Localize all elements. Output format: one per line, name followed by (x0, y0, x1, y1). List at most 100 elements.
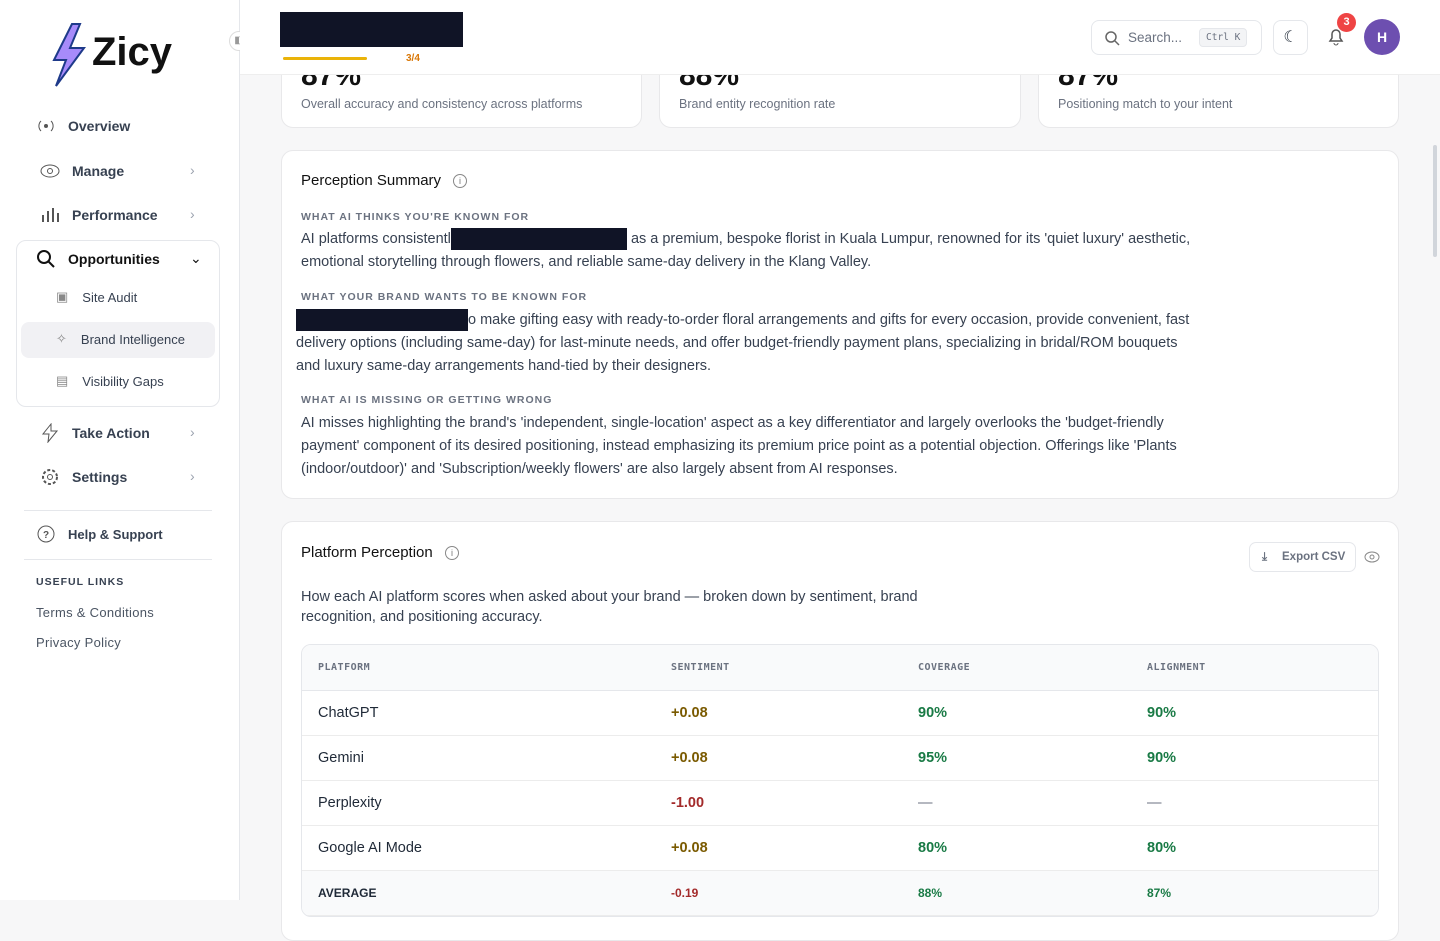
sub-label: Site Audit (82, 289, 138, 305)
avatar[interactable]: H (1364, 19, 1400, 55)
table-row: Perplexity -1.00— — (302, 780, 1378, 826)
section-text: AI platforms consistentl as a premium, b… (301, 228, 1196, 274)
section-label: WHAT AI IS MISSING OR GETTING WRONG (301, 394, 553, 406)
table-cell: 80% (902, 825, 1131, 871)
platform-perception-card: Platform Perception i ⤓ Export CSV How ea… (281, 521, 1399, 941)
help-label: Help & Support (68, 526, 163, 542)
card-title: Platform Perception (301, 544, 433, 561)
notification-bell[interactable] (1327, 27, 1345, 47)
icon: ✧ (56, 331, 67, 346)
search-icon (1105, 31, 1120, 46)
top-bar: 3/4 Search... Ctrl K ☾ 3 H (240, 0, 1440, 75)
nav-item[interactable]: Performance (40, 205, 158, 225)
nav-label: Settings (72, 469, 128, 485)
nav-group (16, 240, 220, 407)
visibility-toggle[interactable] (1364, 550, 1380, 564)
footer-link[interactable]: Terms & Conditions (36, 605, 155, 620)
export-button[interactable]: ⤓ Export CSV (1249, 542, 1356, 572)
redacted (280, 12, 463, 47)
table-cell: 88% (902, 869, 1131, 916)
sub-item[interactable]: ▣ Site Audit (56, 289, 137, 305)
icon (42, 469, 58, 485)
table-cell: +0.08 (655, 690, 902, 736)
redacted (296, 309, 468, 332)
sub-item[interactable]: ▤ Visibility Gaps (56, 373, 164, 389)
sidebar: Zicy ◧ Overview Manage › Performance › O… (0, 0, 249, 900)
table-cell: — (1131, 780, 1378, 826)
icon (38, 120, 54, 132)
table-row: Google AI Mode +0.08 80% 80% (302, 825, 1378, 871)
sub-label: Visibility Gaps (82, 373, 164, 389)
section-label: WHAT YOUR BRAND WANTS TO BE KNOWN FOR (301, 291, 588, 303)
metric-caption: Positioning match to your intent (1058, 97, 1233, 111)
table-cell: Perplexity (302, 780, 655, 826)
metric-caption: Brand entity recognition rate (679, 97, 836, 111)
table-body: ChatGPT +0.08 90% 90% Gemini +0.08 95% 90% Perpl… (302, 690, 1378, 916)
table-cell: Gemini (302, 735, 655, 781)
table-row: ChatGPT +0.08 90% 90% (302, 690, 1378, 736)
notification-badge: 3 (1337, 13, 1356, 32)
nav-item[interactable]: Manage (40, 161, 124, 181)
header-row: PLATFORM SENTIMENT COVERAGE ALIGNMENT (302, 645, 1378, 691)
info-icon[interactable]: i (445, 546, 459, 560)
footer-link[interactable]: Privacy Policy (36, 635, 122, 650)
nav-item[interactable]: Overview (36, 116, 130, 136)
icon: ▤ (56, 373, 69, 388)
table-cell: ChatGPT (302, 690, 655, 736)
nav-label: Take Action (72, 425, 150, 441)
perception-summary-card: Perception Summary i WHAT AI THINKS YOU'… (281, 150, 1399, 499)
table-cell: 80% (1131, 825, 1378, 871)
logo-icon (52, 23, 86, 87)
svg-text:?: ? (43, 530, 49, 541)
progress-track (283, 57, 367, 60)
theme-toggle[interactable]: ☾ (1273, 20, 1308, 55)
section-text: AI misses highlighting the brand's 'inde… (301, 415, 1177, 477)
chevron: › (190, 468, 195, 484)
search-box[interactable]: Search... Ctrl K (1091, 20, 1262, 55)
icon: ▣ (56, 289, 69, 304)
section-label: WHAT AI THINKS YOU'RE KNOWN FOR (301, 211, 530, 223)
nav-item[interactable]: Take Action (40, 423, 150, 443)
section-title: USEFUL LINKS (36, 576, 125, 588)
average-row: AVERAGE -0.19 88% 87% (302, 869, 1378, 916)
chevron: › (190, 424, 195, 440)
info-icon[interactable]: i (453, 174, 467, 188)
card-title: Perception Summary (301, 172, 442, 189)
chevron: ⌄ (190, 250, 202, 266)
text: as a premium, bespoke florist in Kuala L… (301, 231, 1191, 270)
section-text: o make gifting easy with ready-to-order … (296, 309, 1191, 378)
table-cell: — (902, 780, 1131, 826)
sub-item[interactable]: ✧ Brand Intelligence (56, 331, 185, 347)
table-cell: +0.08 (655, 825, 902, 871)
sub-label: Brand Intelligence (80, 331, 185, 347)
icon (40, 164, 60, 178)
column-header: ALIGNMENT (1131, 645, 1378, 691)
column-header: PLATFORM (302, 645, 655, 691)
progress-fill (283, 57, 367, 60)
icon (37, 250, 55, 268)
table-cell: 87% (1131, 869, 1378, 916)
help-link[interactable]: ? Help & Support (36, 524, 163, 544)
scrollbar (1433, 145, 1437, 257)
download-icon: ⤓ (1262, 551, 1268, 563)
table-cell: -0.19 (655, 869, 902, 916)
metric-caption: Overall accuracy and consistency across … (301, 97, 583, 111)
nav-label: Overview (68, 118, 131, 134)
nav-item[interactable]: Settings (40, 467, 127, 487)
icon (41, 423, 59, 443)
logo: Zicy (92, 30, 173, 74)
table-row: Gemini +0.08 95% 90% (302, 735, 1378, 781)
divider (24, 510, 212, 511)
card-description: How each AI platform scores when asked a… (301, 589, 918, 625)
divider (24, 559, 212, 560)
nav-label: Opportunities (68, 251, 160, 267)
search-placeholder: Search... (1128, 30, 1183, 45)
column-header: SENTIMENT (655, 645, 902, 691)
table-cell: Google AI Mode (302, 825, 655, 871)
nav-item[interactable]: Opportunities (36, 249, 160, 269)
table-cell: +0.08 (655, 735, 902, 781)
table-cell: 90% (902, 690, 1131, 736)
table-cell: 90% (1131, 690, 1378, 736)
table-cell: -1.00 (655, 780, 902, 826)
column-header: COVERAGE (902, 645, 1131, 691)
